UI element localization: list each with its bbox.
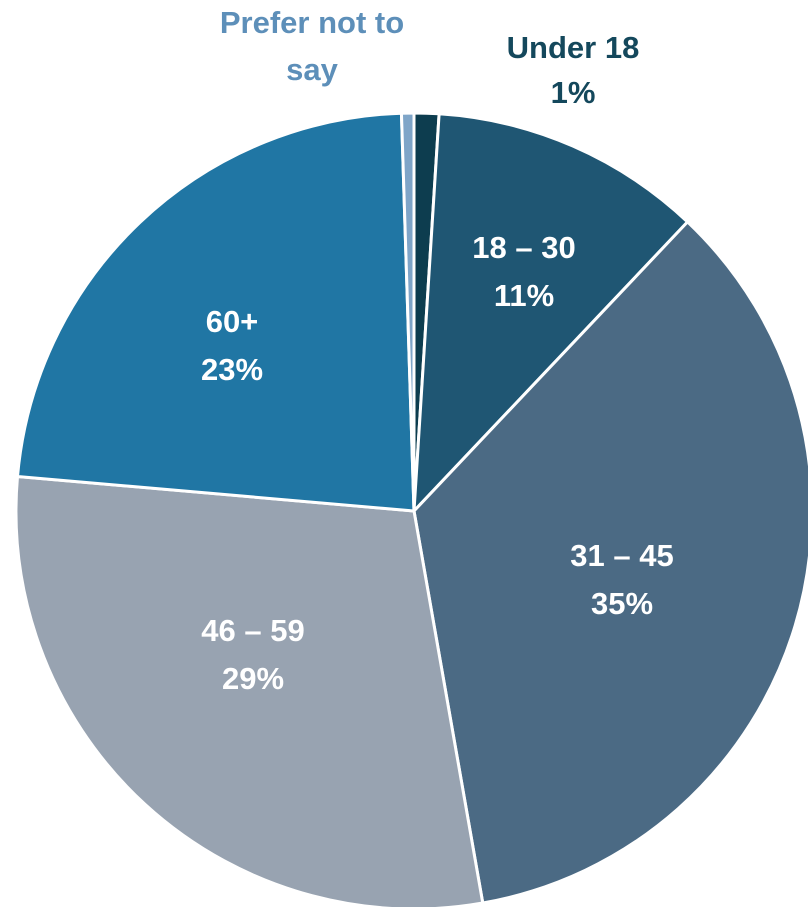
slice-label-18-30-name: 18 – 30	[472, 230, 575, 265]
slice-label-prefer-not-to-say-percent: say	[286, 52, 338, 87]
pie-slice-31-45	[412, 220, 808, 905]
slice-label-under-18-name: Under 18	[507, 30, 640, 65]
slice-label-46-59-name: 46 – 59	[201, 613, 304, 648]
slice-label-31-45-name: 31 – 45	[570, 538, 673, 573]
slice-label-60-percent: 23%	[201, 352, 263, 387]
pie-labels: Under 18 1% 18 – 30 11% 31 – 45 35% 46 – 59 29%…	[201, 5, 674, 696]
pie-slice-60	[16, 111, 416, 513]
pie-slices	[14, 111, 808, 907]
slice-label-31-45-percent: 35%	[591, 586, 653, 621]
pie-slice-18-30	[412, 112, 690, 513]
pie-slice-prefer-not-to-say	[399, 111, 416, 513]
slice-label-46-59-percent: 29%	[222, 661, 284, 696]
pie-slice-46-59	[14, 474, 485, 907]
slice-label-60-name: 60+	[206, 304, 259, 339]
slice-label-18-30-percent: 11%	[494, 278, 554, 313]
slice-label-under-18-percent: 1%	[551, 75, 596, 110]
slice-label-prefer-not-to-say-name: Prefer not to	[220, 5, 404, 40]
